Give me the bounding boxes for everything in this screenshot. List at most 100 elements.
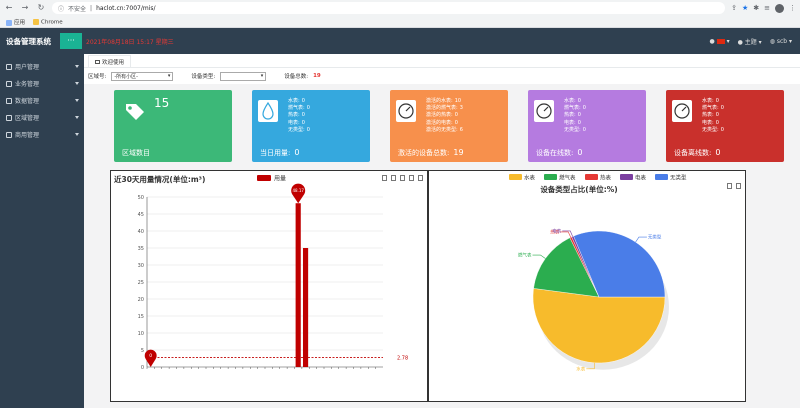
stat-value: 0 <box>577 112 581 119</box>
stat-value: 0 <box>577 98 581 104</box>
card-area-count: 15 区域数目 <box>114 90 232 162</box>
tab-bar: 欢迎使用 <box>84 54 800 68</box>
pie-label-line <box>562 230 573 237</box>
star-icon[interactable]: ★ <box>741 4 749 12</box>
menu-toggle-button[interactable]: ··· <box>60 33 82 49</box>
pie-label: 水表 <box>576 365 585 372</box>
y-tick-label: 20 <box>138 297 144 303</box>
tab-welcome[interactable]: 欢迎使用 <box>88 55 132 67</box>
sidebar-item-business[interactable]: 业务管理 <box>0 75 84 92</box>
database-icon <box>6 97 12 104</box>
sidebar-item-data[interactable]: 数据管理 <box>0 92 84 109</box>
sidebar-item-commercial[interactable]: 商用管理 <box>0 126 84 143</box>
pie-slice <box>532 288 666 364</box>
download-icon[interactable] <box>736 183 741 189</box>
area-select[interactable]: -所有小区- ▾ <box>111 71 174 81</box>
bar <box>302 248 309 367</box>
pie-slice <box>573 230 666 298</box>
bar-chart-icon[interactable] <box>400 175 405 181</box>
bookmark-chrome[interactable]: Chrome <box>33 18 63 25</box>
extension-icon-2[interactable]: ≡ <box>764 4 770 12</box>
card-name: 激活的设备总数: 19 <box>398 148 464 157</box>
stat-label: 燃气表: <box>288 105 305 112</box>
type-select[interactable]: ▾ <box>220 71 267 81</box>
system-title: 设备管理系统 <box>6 36 51 46</box>
stat-value: 0 <box>582 126 586 133</box>
card-online-devices: 水表: 0 燃气表: 0 热表: 0 电表: 0 无类型: 0 设备在线数: 0 <box>528 90 646 162</box>
stat-label: 电表: <box>702 119 714 126</box>
caret-down-icon <box>75 116 79 119</box>
filter-bar: 区域号: -所有小区- ▾ 设备类型: ▾ 设备总数: 19 <box>84 68 800 84</box>
pie-label: 电表 <box>552 227 561 234</box>
stat-row: 激活的水表: 10 <box>426 98 463 105</box>
shop-icon <box>6 131 12 138</box>
info-icon: ⓘ <box>58 5 65 13</box>
more-icon[interactable]: ⋮ <box>789 4 796 12</box>
stat-row: 电表: 0 <box>288 120 310 127</box>
usage-chart-title: 近30天用量情况(单位:m³) <box>114 175 206 184</box>
stat-label: 水表: <box>564 98 576 104</box>
stat-row: 无类型: 0 <box>564 127 586 134</box>
card-name: 区域数目 <box>122 149 150 157</box>
legend-label: 无类型 <box>670 174 687 182</box>
restore-icon[interactable] <box>409 175 414 181</box>
y-tick-label: 50 <box>138 195 144 201</box>
url-security: 不安全 <box>68 5 87 13</box>
stat-value: 0 <box>306 126 310 133</box>
stat-row: 激活的热表: 0 <box>426 112 463 119</box>
language-switch[interactable]: ● ▾ <box>709 37 730 45</box>
chart-toolbox <box>727 183 741 189</box>
card-daily-usage: 水表: 0 燃气表: 0 热表: 0 电表: 0 无类型: 0 当日用量: 0 <box>252 90 370 162</box>
min-label: 0 <box>149 353 152 359</box>
card-name: 当日用量: 0 <box>260 148 300 157</box>
line-chart-icon[interactable] <box>391 175 396 181</box>
stat-value: 0 <box>454 119 458 126</box>
sidebar-item-users[interactable]: 用户管理 <box>0 58 84 75</box>
share-icon[interactable]: ⇪ <box>731 4 737 12</box>
y-tick-label: 30 <box>138 263 144 269</box>
sidebar-item-area[interactable]: 区域管理 <box>0 109 84 126</box>
water-drop-icon <box>258 100 278 122</box>
usage-chart-panel: 近30天用量情况(单位:m³) 用量 0 5 10 15 20 25 30 35 40 45 50 2.… <box>110 170 428 402</box>
stat-row: 热表: 0 <box>702 112 724 119</box>
stat-row: 电表: 0 <box>564 120 586 127</box>
stat-value: 0 <box>454 112 458 119</box>
card-stats: 激活的水表: 10 激活的燃气表: 3 激活的热表: 0 激活的电表: 0 激活的无类型: 6 <box>426 98 463 134</box>
download-icon[interactable] <box>418 175 423 181</box>
stat-label: 水表: <box>288 98 300 104</box>
theme-switch[interactable]: ● 主题 ▾ <box>737 38 762 46</box>
legend-swatch <box>585 174 598 180</box>
card-stats: 水表: 0 燃气表: 0 热表: 0 电表: 0 无类型: 0 <box>288 98 310 134</box>
bar <box>295 203 301 367</box>
reload-icon[interactable]: ↻ <box>37 3 45 12</box>
stat-row: 燃气表: 0 <box>288 105 310 112</box>
stat-label: 水表: <box>702 98 714 104</box>
data-view-icon[interactable] <box>382 175 387 181</box>
back-icon[interactable]: ← <box>5 3 13 12</box>
forward-icon[interactable]: → <box>21 3 29 12</box>
legend-label: 用量 <box>274 176 286 183</box>
bookmark-apps[interactable]: 应用 <box>6 18 25 26</box>
stat-label: 热表: <box>702 112 714 119</box>
stat-row: 水表: 0 <box>288 98 310 105</box>
legend-label: 燃气表 <box>559 174 576 182</box>
data-view-icon[interactable] <box>727 183 732 189</box>
stat-label: 电表: <box>564 119 576 126</box>
caret-down-icon <box>75 65 79 68</box>
total-count: 19 <box>313 73 321 79</box>
profile-icon[interactable] <box>775 3 784 13</box>
gauge-icon <box>534 100 554 122</box>
current-time: 2021年08月18日 15:17 星期三 <box>86 38 174 46</box>
pie-label: 热表 <box>550 228 559 235</box>
card-name: 设备在线数: 0 <box>536 148 583 157</box>
user-menu[interactable]: ◍ scb ▾ <box>769 37 792 45</box>
url-text: haclot.cn:7007/mis/ <box>96 4 156 12</box>
stat-label: 电表: <box>288 119 300 126</box>
extension-icon[interactable]: ✱ <box>753 4 760 12</box>
area-icon <box>6 114 12 121</box>
apps-icon <box>6 19 12 26</box>
legend-label: 电表 <box>635 174 647 182</box>
address-bar[interactable]: ⓘ 不安全 | haclot.cn:7007/mis/ <box>52 2 726 14</box>
average-label: 2.78 <box>397 356 408 362</box>
